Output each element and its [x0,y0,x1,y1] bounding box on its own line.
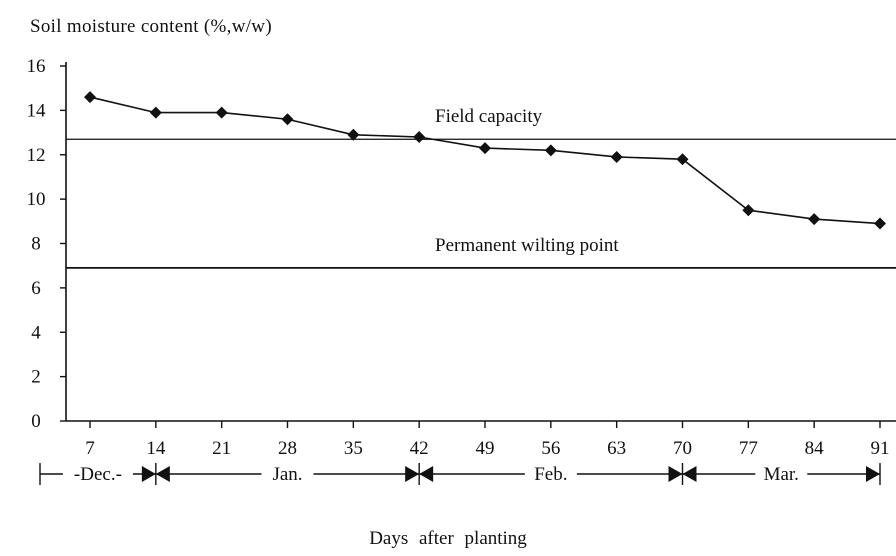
data-point [347,128,360,141]
arrowhead [405,466,420,482]
x-tick-label: 42 [410,438,429,459]
x-tick-label: 49 [476,438,495,459]
data-point [149,106,162,119]
y-tick-label: 16 [27,56,46,77]
data-point [676,153,689,166]
x-tick-label: 35 [344,438,363,459]
month-label: Mar. [764,464,799,485]
data-point [479,142,491,155]
y-tick-label: 14 [27,100,47,121]
arrowhead [866,466,880,482]
x-tick-label: 14 [146,438,166,459]
arrowhead [155,466,170,482]
x-axis-title: Days after planting [369,528,527,549]
x-tick-label: 91 [871,438,890,459]
data-point [413,131,426,143]
data-point [544,144,557,157]
data-point [610,150,623,163]
y-tick-label: 6 [31,278,41,299]
data-point [84,91,96,104]
x-tick-label: 28 [278,438,297,459]
x-tick-label: 7 [85,438,95,459]
data-point [874,217,886,230]
x-tick-label: 56 [541,438,560,459]
arrowhead [419,466,434,482]
month-label: Jan. [272,464,302,485]
x-tick-label: 70 [673,438,692,459]
month-label: -Dec.- [74,464,122,485]
x-tick-label: 63 [607,438,626,459]
y-tick-label: 2 [31,367,41,388]
data-point [281,113,294,126]
y-tick-label: 10 [27,189,46,210]
x-tick-label: 77 [739,438,758,459]
month-label: Feb. [534,464,567,485]
data-point [808,213,821,226]
arrowhead [668,466,683,482]
arrowhead [141,466,156,482]
y-tick-label: 8 [31,234,41,255]
data-point [215,106,228,119]
y-tick-label: 0 [31,411,41,432]
reference-line-label: Permanent wilting point [435,235,619,256]
data-point [742,204,755,217]
y-tick-label: 12 [27,145,46,166]
y-axis-title: Soil moisture content (%,w/w) [30,16,272,37]
reference-line-label: Field capacity [435,106,543,127]
x-tick-label: 21 [212,438,231,459]
arrowhead [682,466,697,482]
x-tick-label: 84 [805,438,825,459]
y-tick-label: 4 [31,322,41,343]
